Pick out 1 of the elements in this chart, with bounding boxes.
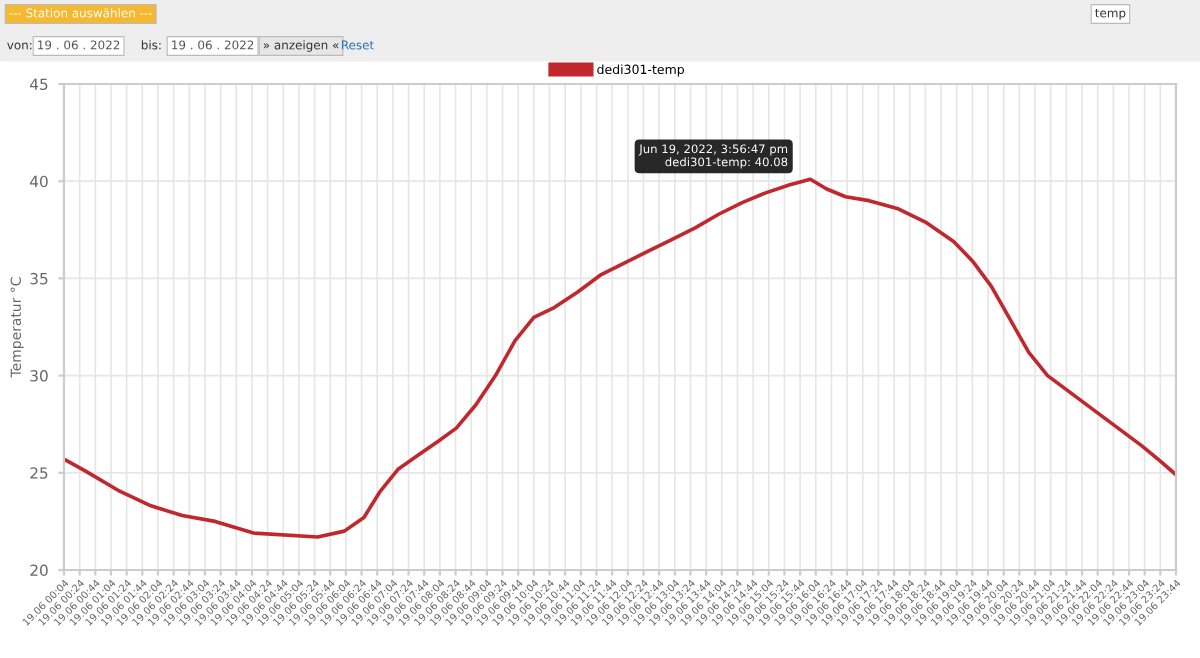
line-series	[64, 177, 1176, 539]
